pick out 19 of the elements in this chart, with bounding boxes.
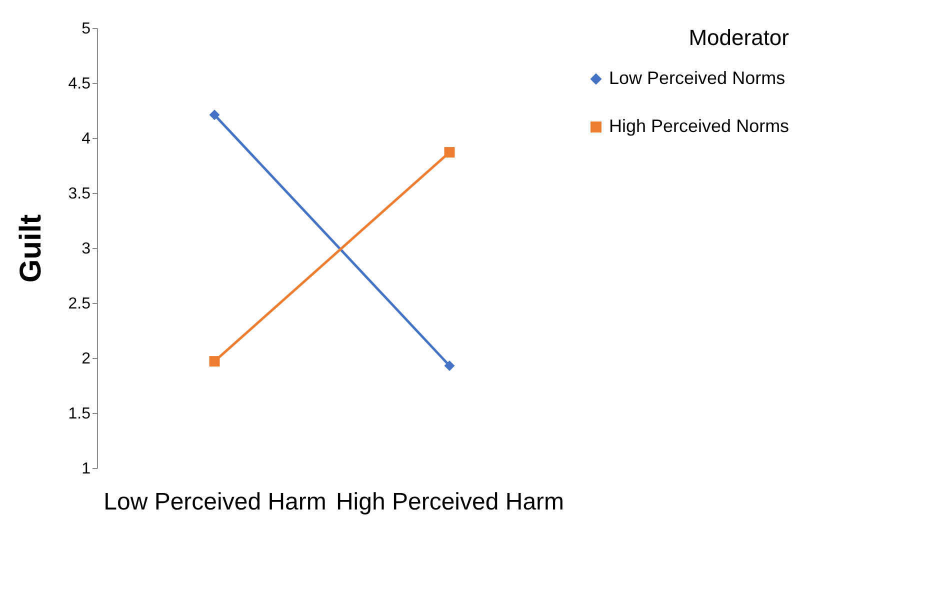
y-axis-title: Guilt <box>14 214 48 283</box>
x-tick-label: Low Perceived Harm <box>104 488 326 516</box>
point <box>444 147 455 158</box>
y-tick-label: 3.5 <box>68 186 91 202</box>
y-tick-label: 5 <box>82 20 91 38</box>
y-tick-label: 1 <box>82 460 91 478</box>
y-tick-label: 2.5 <box>68 296 91 312</box>
y-tick-label: 3 <box>82 240 91 258</box>
legend-label: High Perceived Norms <box>609 116 790 136</box>
y-tick-label: 4.5 <box>68 76 91 92</box>
legend-title: Moderator <box>688 25 789 50</box>
point <box>444 360 455 371</box>
legend-label: Low Perceived Norms <box>609 68 786 88</box>
y-tick-label: 1.5 <box>68 406 91 422</box>
point <box>209 356 220 367</box>
point <box>209 110 220 120</box>
x-tick-label: High Perceived Harm <box>336 488 564 516</box>
y-tick-label: 2 <box>82 350 91 368</box>
y-tick-label: 4 <box>82 130 91 148</box>
